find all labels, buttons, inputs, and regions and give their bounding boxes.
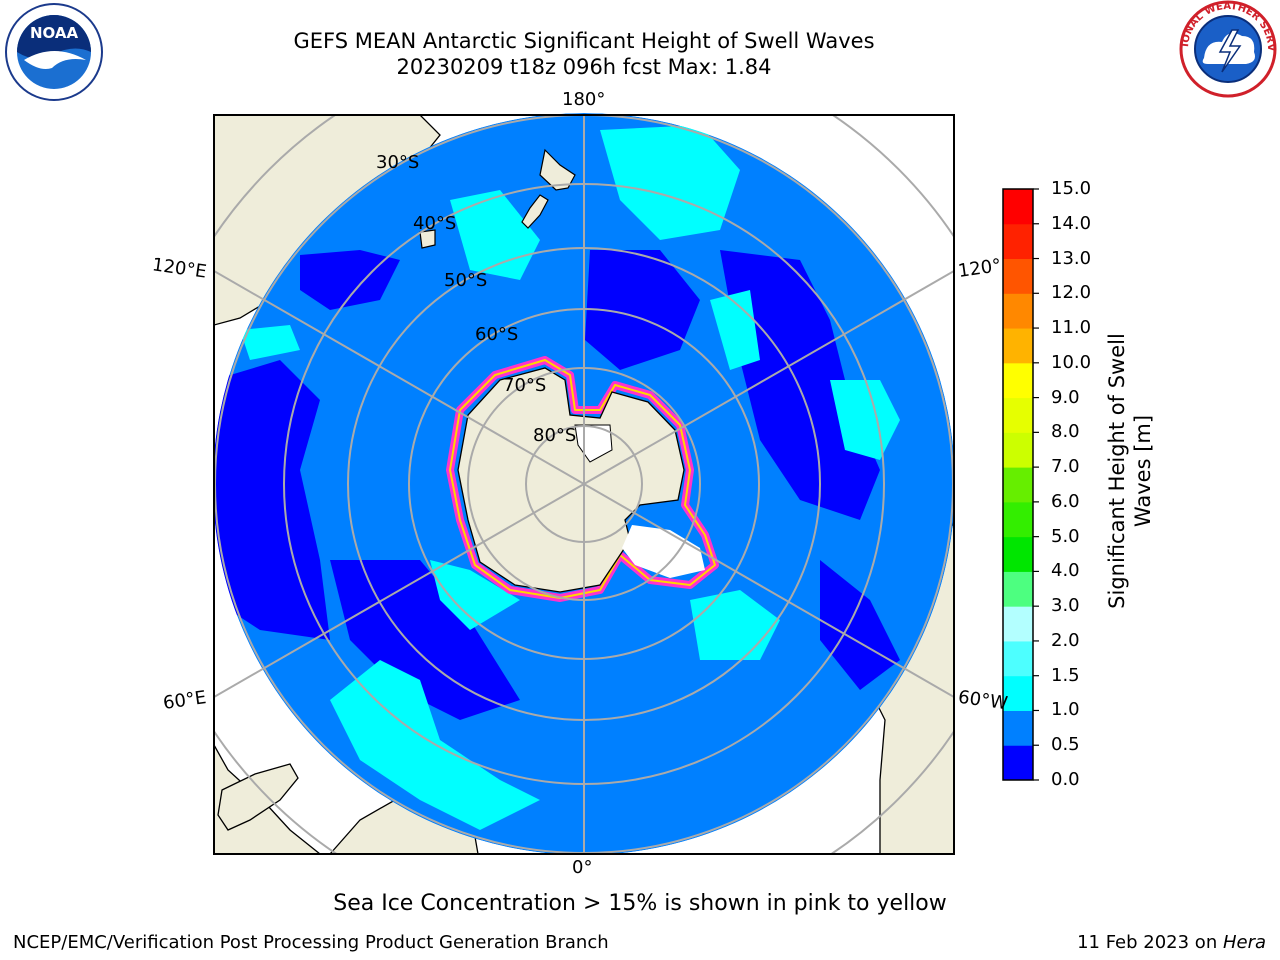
colorbar-band [1003, 640, 1033, 677]
swell-band-high-southeast [690, 590, 780, 660]
colorbar-tick-label: 9.0 [1051, 386, 1080, 408]
colorbar-tick-label: 4.0 [1051, 560, 1080, 582]
colorbar-band [1003, 293, 1033, 329]
lat-label-70s: 70°S [503, 375, 547, 396]
lat-label-30s: 30°S [376, 152, 420, 173]
lat-label-80s: 80°S [533, 425, 577, 446]
lon-label-top: 180° [562, 89, 606, 110]
colorbar-tick-label: 1.5 [1051, 664, 1080, 686]
swell-band-high-west [240, 325, 300, 360]
colorbar-tick-label: 12.0 [1051, 282, 1092, 304]
colorbar-band [1003, 189, 1033, 225]
weddell-sea-ice [622, 525, 705, 578]
national-weather-service-logo: NATIONAL WEATHER SERVICE [1176, 0, 1277, 98]
map-frame [213, 114, 955, 855]
lat-label-50s: 50°S [444, 270, 488, 291]
noaa-logo-text: NOAA [30, 24, 79, 42]
colorbar-tick-label: 0.5 [1051, 734, 1080, 756]
footer-credit: NCEP/EMC/Verification Post Processing Pr… [13, 932, 609, 953]
lat-label-40s: 40°S [413, 213, 457, 234]
colorbar-tick-label: 0.0 [1051, 769, 1080, 790]
colorbar-band [1003, 328, 1033, 364]
colorbar-band [1003, 675, 1033, 711]
colorbar-band [1003, 745, 1033, 781]
colorbar-label-line2: Waves [m] [1131, 414, 1155, 528]
swell-band-high-east [830, 380, 900, 460]
swell-band-low-east [720, 250, 880, 520]
lat-label-60s: 60°S [475, 324, 519, 345]
footer-host: Hera [1222, 932, 1266, 953]
colorbar-tick-label: 11.0 [1051, 317, 1092, 339]
colorbar-label-line1: Significant Height of Swell [1105, 333, 1129, 609]
colorbar-band [1003, 536, 1033, 572]
colorbar-tick-label: 5.0 [1051, 525, 1080, 547]
swell-band-low-northwest [300, 250, 400, 310]
colorbar-tick-label: 8.0 [1051, 421, 1080, 443]
colorbar-tick-label: 14.0 [1051, 212, 1092, 234]
colorbar-band [1003, 571, 1033, 607]
colorbar-frame [1002, 188, 1034, 781]
colorbar-tick-label: 2.0 [1051, 629, 1080, 651]
swell-band-high-north [600, 125, 740, 240]
colorbar-tick-label: 10.0 [1051, 351, 1092, 373]
lon-label-bottom: 0° [572, 857, 593, 878]
colorbar-band [1003, 362, 1033, 399]
swell-band-high-east-mid [710, 290, 760, 370]
colorbar-band [1003, 223, 1033, 260]
swell-band-low-west [214, 360, 330, 640]
colorbar-band [1003, 606, 1033, 642]
colorbar-tick-label: 7.0 [1051, 456, 1080, 478]
colorbar-band [1003, 432, 1033, 468]
colorbar-band [1003, 258, 1033, 294]
colorbar-tick-label: 3.0 [1051, 595, 1080, 617]
landmass-africa [214, 743, 322, 854]
colorbar-tick-label: 13.0 [1051, 247, 1092, 269]
landmass-tasmania [419, 229, 436, 249]
noaa-logo: NOAA [5, 3, 103, 101]
colorbar-band [1003, 397, 1033, 433]
chart-subtitle: 20230209 t18z 096h fcst Max: 1.84 [396, 55, 772, 79]
chart-title: GEFS MEAN Antarctic Significant Height o… [293, 29, 875, 53]
colorbar-tick-label: 6.0 [1051, 490, 1080, 512]
landmass-new-zealand [521, 148, 576, 229]
sea-ice-note: Sea Ice Concentration > 15% is shown in … [333, 891, 947, 916]
colorbar-band [1003, 501, 1033, 538]
colorbar-band [1003, 467, 1033, 503]
colorbar-tick-label: 15.0 [1051, 178, 1092, 199]
landmass-madagascar [217, 763, 299, 831]
footer-date-text: 11 Feb 2023 on [1077, 932, 1223, 953]
colorbar-label: Significant Height of Swell Waves [m] [1104, 271, 1156, 671]
colorbar-tick-label: 1.0 [1051, 699, 1080, 721]
footer-date: 11 Feb 2023 on Hera [1077, 932, 1266, 953]
swell-band-low-north [585, 250, 700, 370]
swell-band-low-southeast [820, 560, 900, 690]
swell-band-high-ring [430, 560, 520, 630]
colorbar-band [1003, 710, 1033, 746]
